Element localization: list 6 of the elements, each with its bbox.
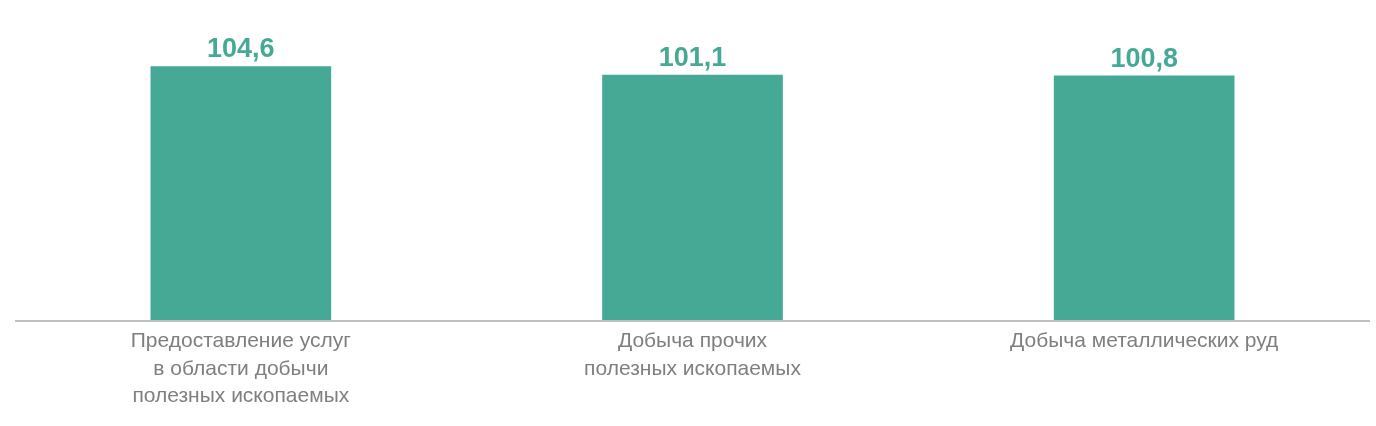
x-tick-label: Добыча прочих полезных ископаемых: [584, 328, 802, 379]
x-tick-label: Предоставление услуг в области добычи полезных ископаемых: [130, 328, 352, 406]
x-tick-label: Добыча металлических руд: [1010, 328, 1279, 352]
data-label: 100,8: [1110, 42, 1178, 73]
data-label: 101,1: [658, 41, 727, 72]
data-label: 104,6: [207, 33, 275, 64]
